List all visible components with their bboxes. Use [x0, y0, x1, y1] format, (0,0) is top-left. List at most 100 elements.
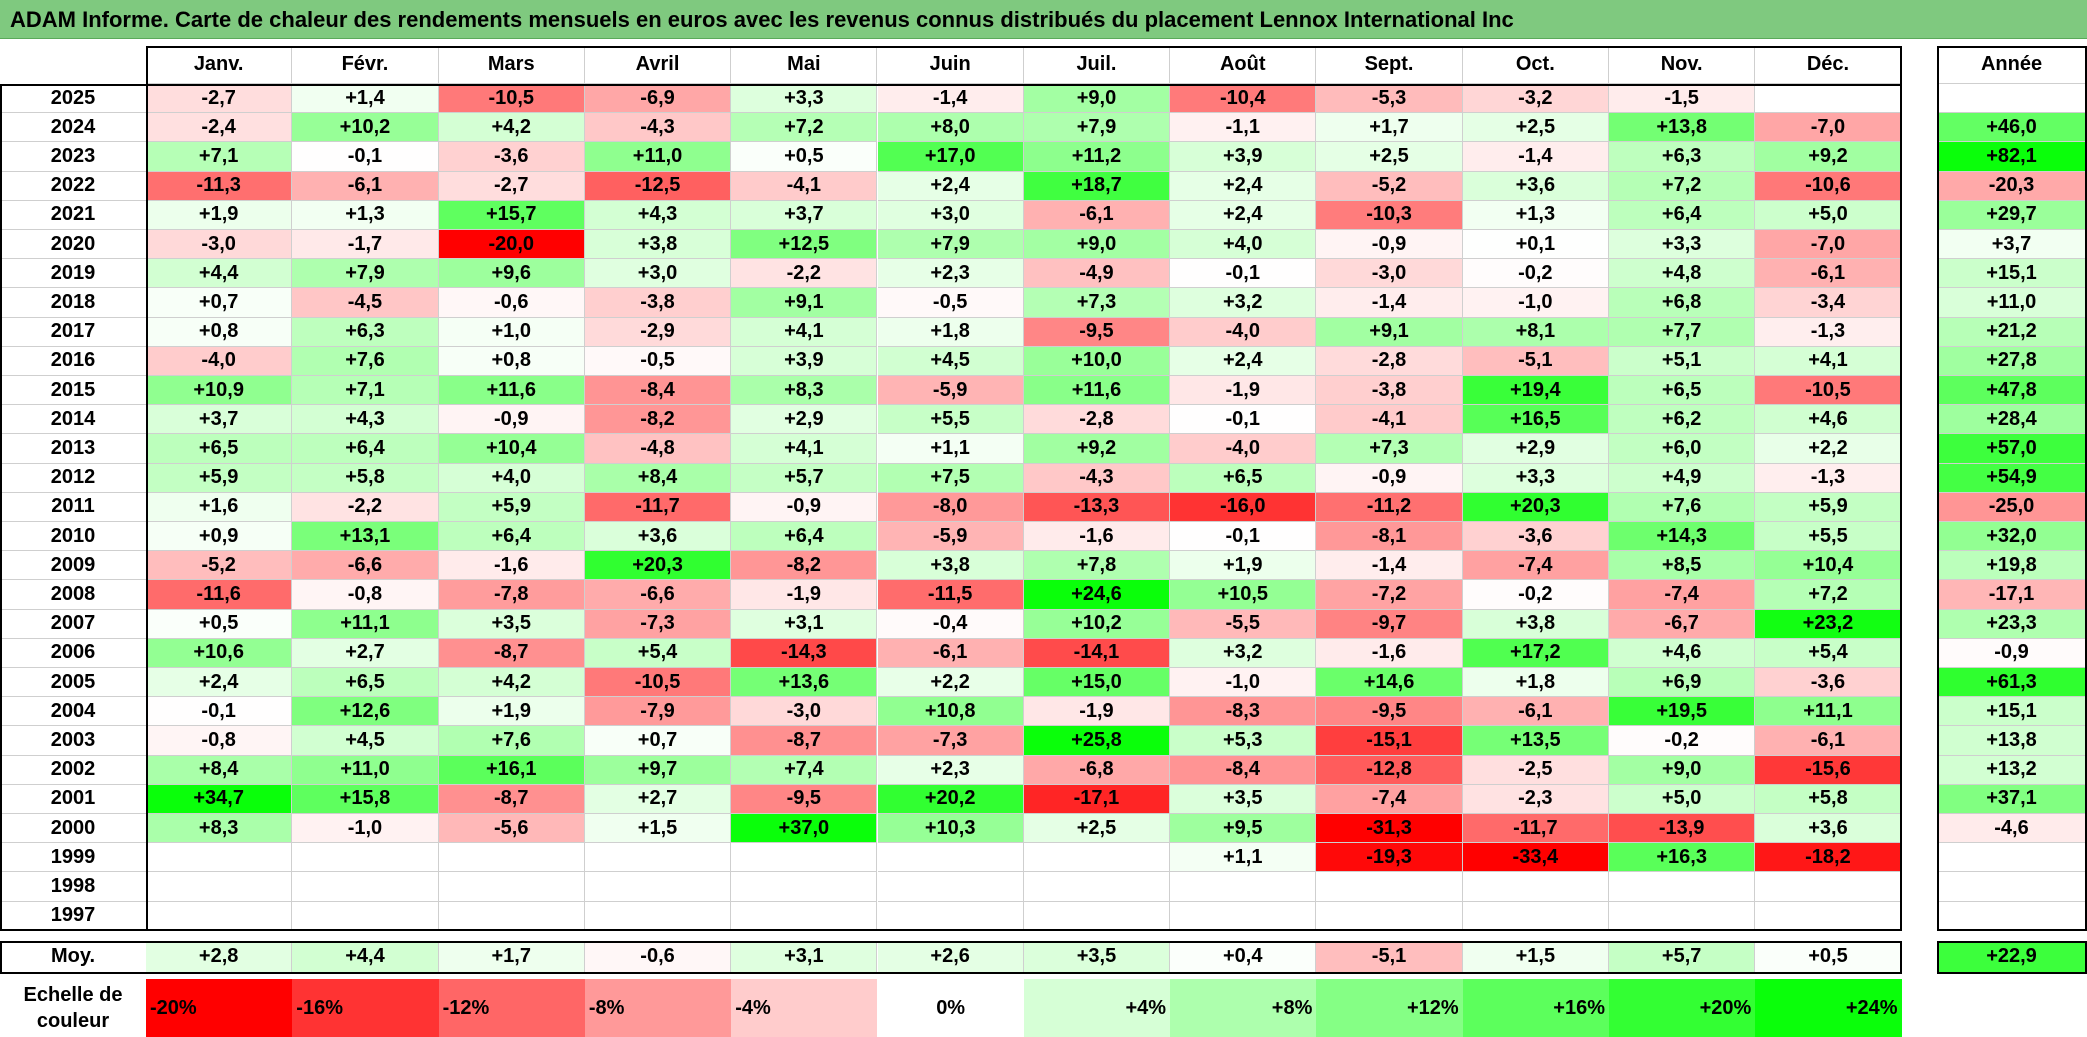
- heatmap-cell: +6,3: [1609, 142, 1756, 172]
- heatmap-cell: -2,3: [1462, 784, 1609, 814]
- color-scale-swatch: -8%: [584, 979, 732, 1037]
- heatmap-cell: -1,3: [1755, 463, 1902, 493]
- heatmap-cell: +0,8: [146, 317, 293, 347]
- heatmap-cell: -5,5: [1170, 609, 1317, 639]
- annual-cell: +54,9: [1937, 463, 2087, 493]
- heatmap-cell: -10,6: [1755, 171, 1902, 201]
- year-label: 2005: [0, 668, 146, 698]
- heatmap-cell: -3,6: [1462, 522, 1609, 552]
- heatmap-cell: -4,0: [146, 346, 293, 376]
- heatmap-cell: +3,6: [1462, 171, 1609, 201]
- annual-cell: +21,2: [1937, 317, 2087, 347]
- heatmap-cell: +1,9: [1170, 551, 1317, 581]
- heatmap-cell: [731, 872, 878, 902]
- heatmap-cell: +9,1: [1316, 317, 1463, 347]
- heatmap-cell: +7,3: [1316, 434, 1463, 464]
- heatmap-cell: +7,6: [292, 346, 439, 376]
- heatmap-cell: -8,7: [438, 638, 585, 668]
- heatmap-cell: -1,0: [1170, 668, 1317, 698]
- annual-cell: -17,1: [1937, 580, 2087, 610]
- heatmap-cell: [877, 872, 1024, 902]
- heatmap-cell: [1170, 901, 1317, 931]
- heatmap-cell: +34,7: [146, 784, 293, 814]
- heatmap-cell: -11,7: [1462, 814, 1609, 844]
- year-label: 2007: [0, 610, 146, 639]
- heatmap-cell: +10,8: [877, 697, 1024, 727]
- color-scale-swatch: -4%: [731, 979, 878, 1037]
- heatmap-cell: +8,4: [584, 463, 732, 493]
- heatmap-cell: +5,0: [1755, 200, 1902, 230]
- heatmap-cell: +7,6: [438, 726, 585, 756]
- heatmap-cell: +5,1: [1609, 346, 1756, 376]
- heatmap-cell: -20,0: [438, 230, 585, 260]
- heatmap-cell: -1,9: [731, 580, 878, 610]
- heatmap-cell: +6,4: [292, 434, 439, 464]
- heatmap-cell: -2,8: [1316, 346, 1463, 376]
- annual-cell: +11,0: [1937, 288, 2087, 318]
- heatmap-cell: -8,2: [731, 551, 878, 581]
- heatmap-cell: -8,7: [731, 726, 878, 756]
- month-header: Mars: [438, 46, 585, 84]
- heatmap-cell: -0,2: [1462, 259, 1609, 289]
- heatmap-cell: -17,1: [1023, 784, 1171, 814]
- heatmap-cell: -3,0: [146, 230, 293, 260]
- annual-cell: +13,2: [1937, 755, 2087, 785]
- heatmap-cell: +10,3: [877, 814, 1024, 844]
- annual-cell: [1937, 84, 2087, 114]
- heatmap-cell: +2,7: [584, 784, 732, 814]
- heatmap-cell: +4,2: [438, 113, 585, 143]
- heatmap-cell: +3,7: [146, 405, 293, 435]
- heatmap-cell: [1755, 872, 1902, 902]
- heatmap-cell: -10,5: [1755, 376, 1902, 406]
- heatmap-cell: +1,8: [1462, 668, 1609, 698]
- heatmap-cell: -0,9: [438, 405, 585, 435]
- heatmap-cell: -0,1: [292, 142, 439, 172]
- year-label: 2010: [0, 522, 146, 552]
- heatmap-cell: -3,6: [1755, 668, 1902, 698]
- heatmap-cell: -6,9: [584, 84, 732, 114]
- year-label: 2016: [0, 347, 146, 376]
- color-scale-label: Echelle de couleur: [0, 979, 146, 1037]
- heatmap-cell: -1,9: [1023, 697, 1171, 727]
- heatmap-cell: +7,9: [1023, 113, 1171, 143]
- heatmap-cell: -12,8: [1316, 755, 1463, 785]
- heatmap-cell: +4,1: [731, 434, 878, 464]
- heatmap-cell: -4,0: [1170, 434, 1317, 464]
- heatmap-cell: -9,7: [1316, 609, 1463, 639]
- heatmap-cell: +9,1: [731, 288, 878, 318]
- heatmap-cell: [584, 872, 732, 902]
- heatmap-cell: +12,6: [292, 697, 439, 727]
- heatmap-cell: +10,9: [146, 376, 293, 406]
- heatmap-cell: -7,4: [1609, 580, 1756, 610]
- heatmap-cell: +9,0: [1609, 755, 1756, 785]
- heatmap-cell: -6,6: [584, 580, 732, 610]
- heatmap-cell: -1,0: [292, 814, 439, 844]
- month-header: Août: [1170, 46, 1317, 84]
- heatmap-cell: +2,4: [146, 668, 293, 698]
- heatmap-cell: -12,5: [584, 171, 732, 201]
- heatmap-cell: -7,3: [584, 609, 732, 639]
- heatmap-cell: +3,8: [877, 551, 1024, 581]
- heatmap-cell: +20,3: [584, 551, 732, 581]
- heatmap-cell: +3,1: [731, 609, 878, 639]
- heatmap-cell: [292, 901, 439, 931]
- year-label: 2025: [0, 84, 146, 114]
- heatmap-cell: +11,0: [292, 755, 439, 785]
- heatmap-cell: -0,2: [1462, 580, 1609, 610]
- year-label: 2003: [0, 726, 146, 756]
- heatmap-cell: +6,5: [1609, 376, 1756, 406]
- heatmap-cell: +6,5: [292, 668, 439, 698]
- heatmap-cell: -5,9: [877, 522, 1024, 552]
- heatmap-cell: [877, 843, 1024, 873]
- heatmap-cell: +3,6: [1755, 814, 1902, 844]
- heatmap-cell: +15,8: [292, 784, 439, 814]
- heatmap-cell: +16,3: [1609, 843, 1756, 873]
- heatmap-cell: +7,3: [1023, 288, 1171, 318]
- heatmap-cell: +7,2: [731, 113, 878, 143]
- heatmap-cell: [146, 843, 293, 873]
- heatmap-cell: +0,7: [584, 726, 732, 756]
- heatmap-cell: +25,8: [1023, 726, 1171, 756]
- heatmap-cell: -33,4: [1462, 843, 1609, 873]
- heatmap-cell: -11,6: [146, 580, 293, 610]
- heatmap-cell: +7,8: [1023, 551, 1171, 581]
